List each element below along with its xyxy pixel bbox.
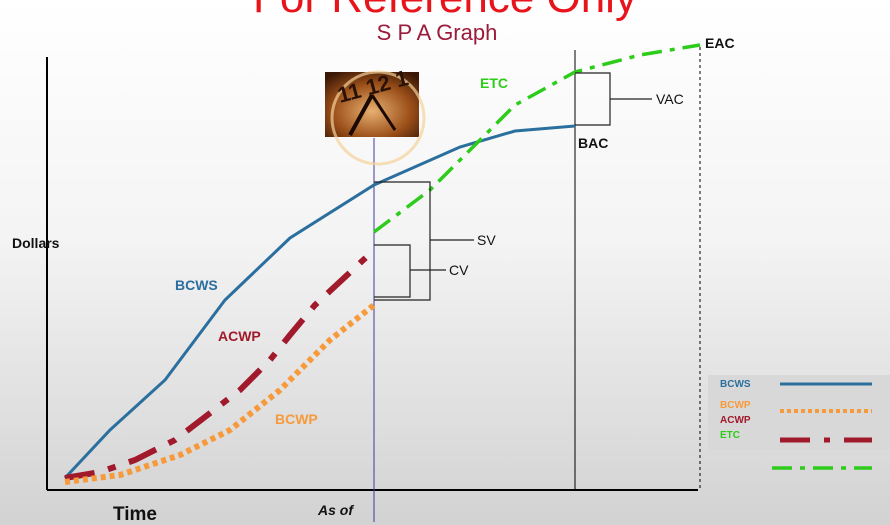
brackets: [374, 72, 652, 301]
clock-image: 11 12 1: [325, 65, 426, 166]
legend-label: ACWP: [720, 415, 751, 426]
acwp-curve: [64, 247, 377, 481]
eac-label: EAC: [705, 35, 735, 51]
legend-label: BCWS: [720, 379, 751, 390]
bcws-curve: [63, 124, 576, 480]
bcwp-curve: [64, 302, 376, 485]
watermark: For Reference Only: [253, 0, 637, 22]
legend-label: BCWP: [720, 400, 751, 411]
y-axis-label: Dollars: [12, 235, 60, 251]
acwp-label: ACWP: [218, 328, 261, 344]
sv-label: SV: [477, 232, 496, 248]
cv-label: CV: [449, 262, 469, 278]
legend-label: ETC: [720, 430, 740, 441]
legend: BCWS BCWP ACWP ETC: [708, 375, 890, 470]
bcws-label: BCWS: [175, 277, 218, 293]
x-axis-label: Time: [113, 504, 157, 525]
bcwp-label: BCWP: [275, 411, 318, 427]
as-of-label: As of: [317, 502, 354, 518]
vac-label: VAC: [656, 91, 684, 107]
etc-label: ETC: [480, 75, 508, 91]
bac-label: BAC: [578, 135, 608, 151]
title: S P A Graph: [377, 20, 498, 45]
